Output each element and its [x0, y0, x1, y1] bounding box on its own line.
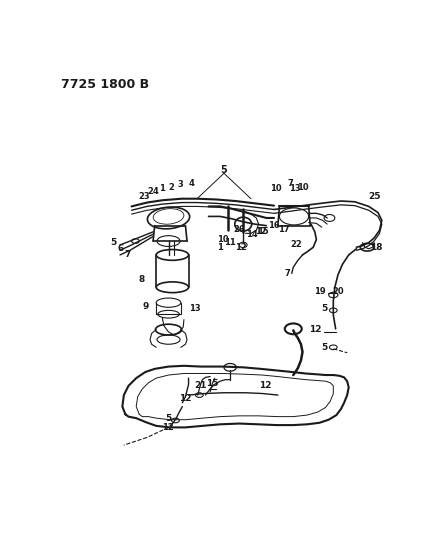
Text: 26: 26: [234, 225, 245, 234]
Text: 6: 6: [118, 244, 124, 253]
Text: 7: 7: [125, 251, 131, 260]
Text: 12: 12: [179, 394, 192, 403]
Text: 10: 10: [297, 183, 308, 192]
Text: 12: 12: [255, 227, 267, 236]
Text: 20: 20: [332, 287, 344, 296]
Text: 10: 10: [270, 184, 282, 193]
Text: 17: 17: [278, 225, 290, 234]
Text: 12: 12: [309, 325, 321, 334]
Text: 3: 3: [178, 180, 184, 189]
Text: 13: 13: [289, 184, 300, 193]
Text: 5: 5: [220, 165, 227, 175]
Text: 7725 1800 B: 7725 1800 B: [61, 78, 149, 91]
Text: 23: 23: [138, 192, 150, 201]
Text: 12: 12: [235, 243, 247, 252]
Text: 12: 12: [259, 381, 272, 390]
Text: 2: 2: [169, 183, 175, 192]
Text: 5: 5: [111, 238, 117, 247]
Text: 5: 5: [321, 304, 327, 313]
Text: 5: 5: [165, 414, 172, 423]
Text: 14: 14: [246, 230, 258, 239]
Text: 15: 15: [257, 227, 268, 236]
Text: 9: 9: [142, 302, 149, 311]
Text: 22: 22: [291, 240, 302, 249]
Text: 11: 11: [224, 238, 236, 247]
Text: 8: 8: [138, 275, 145, 284]
Text: 21: 21: [195, 381, 207, 390]
Text: 15: 15: [206, 379, 219, 388]
Text: 12: 12: [162, 423, 174, 432]
Text: 4: 4: [189, 179, 195, 188]
Text: 7: 7: [284, 269, 290, 278]
Text: 13: 13: [189, 304, 201, 313]
Text: 1: 1: [160, 184, 165, 193]
Text: 7: 7: [287, 179, 293, 188]
Text: 10: 10: [217, 235, 228, 244]
Text: 1: 1: [217, 243, 223, 252]
Text: 24: 24: [147, 187, 159, 196]
Text: 19: 19: [315, 287, 326, 296]
Text: 18: 18: [370, 243, 383, 252]
Text: 25: 25: [368, 192, 380, 201]
Text: 5: 5: [321, 343, 327, 352]
Text: 16: 16: [268, 221, 280, 230]
